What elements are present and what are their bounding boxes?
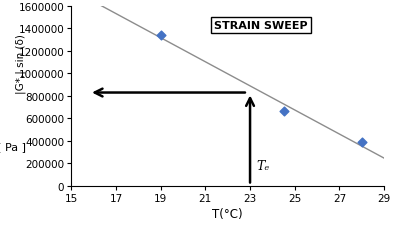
Text: STRAIN SWEEP: STRAIN SWEEP bbox=[214, 21, 308, 31]
Point bbox=[359, 141, 365, 144]
Text: Tₑ: Tₑ bbox=[257, 160, 270, 173]
X-axis label: T(°C): T(°C) bbox=[212, 207, 243, 220]
Point bbox=[158, 34, 164, 38]
Text: |G*,| sin (δ): |G*,| sin (δ) bbox=[16, 34, 27, 94]
Text: [ Pa ]: [ Pa ] bbox=[0, 142, 27, 152]
Point bbox=[280, 109, 287, 113]
